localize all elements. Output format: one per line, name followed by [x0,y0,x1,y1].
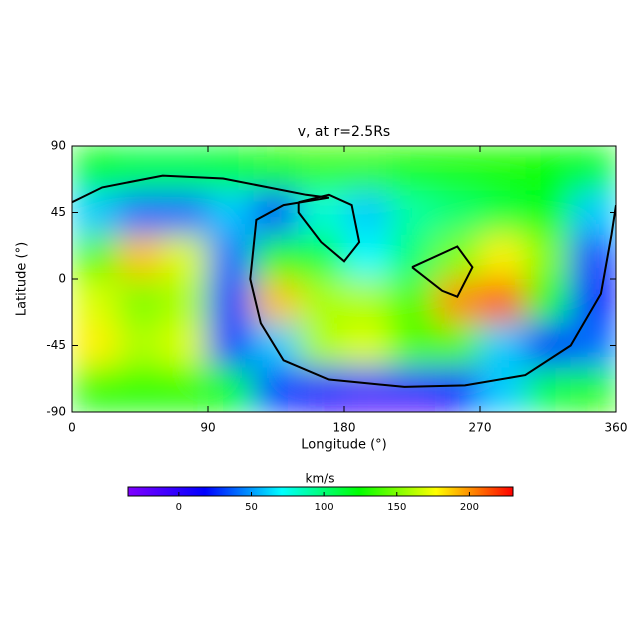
heatmap-cell [480,234,526,280]
heatmap-cell [389,190,436,236]
heatmap-cell [117,323,164,369]
heatmap-cell [344,146,390,191]
chart-title: v, at r=2.5Rs [298,124,390,140]
x-axis-label: Longitude (°) [301,438,386,453]
heatmap-cell [570,323,616,369]
y-tick-label: 0 [58,272,66,286]
heatmap-cell [72,279,118,324]
heatmap-cell [298,146,345,191]
heatmap-cell [434,279,481,324]
heatmap-cell [480,190,526,236]
heatmap-cell [298,323,345,369]
heatmap-cell [389,234,436,280]
heatmap-cell [72,234,118,280]
heatmap-cell [434,367,481,412]
heatmap-cell [72,323,118,369]
heatmap-cell [525,279,572,324]
x-tick-label: 270 [469,421,492,435]
colorbar-tick-label: 50 [245,502,258,513]
heatmap-cell [253,367,300,412]
heatmap-cell [480,367,526,412]
contour-line [411,245,474,298]
heatmap-cell [162,190,209,236]
heatmap-cell [208,190,254,236]
colorbar-label: km/s [306,472,335,486]
heatmap-cell [162,279,209,324]
y-tick-label: -90 [46,405,66,419]
heatmap-cell [208,234,254,280]
heatmap-cell [434,190,481,236]
colorbar-tick-label: 100 [315,502,334,513]
x-tick-label: 180 [333,421,356,435]
y-axis-label: Latitude (°) [15,242,30,316]
heatmap-cell [344,367,390,412]
colorbar-tick-label: 0 [176,502,182,513]
heatmap-cell [525,234,572,280]
colorbar [127,486,514,497]
heatmap-cell [298,279,345,324]
x-tick-label: 90 [200,421,215,435]
heatmap-cell [117,367,164,412]
heatmap-cell [570,279,616,324]
heatmap-cell [570,190,616,236]
contour-line [72,174,616,388]
y-tick-label: 90 [51,139,66,153]
heatmap-cell [570,367,616,412]
heatmap-cell [72,367,118,412]
heatmap-cell [117,279,164,324]
heatmap-cell [253,279,300,324]
heatmap-cell [389,146,436,191]
heatmap-cell [480,146,526,191]
heatmap-cell [434,146,481,191]
heatmap-cell [525,367,572,412]
heatmap-cell [344,234,390,280]
heatmap-cell [525,190,572,236]
heatmap-cell [389,323,436,369]
heatmap-cell [434,323,481,369]
heatmap-cell [162,323,209,369]
heatmap-cell [72,190,118,236]
heatmap-cell [525,323,572,369]
heatmap-cell [570,146,616,191]
heatmap-cell [208,279,254,324]
heatmap-cell [253,190,300,236]
heatmap-cell [208,367,254,412]
heatmap-cell [344,190,390,236]
heatmap-cell [162,234,209,280]
heatmap-cell [253,146,300,191]
heatmap-cell [208,323,254,369]
heatmap-cell [344,279,390,324]
heatmap-cell [162,146,209,191]
colorbar-tick-label: 200 [460,502,479,513]
heatmap-cell [253,234,300,280]
heatmap-cell [72,146,118,191]
heatmap-cell [525,146,572,191]
y-tick-label: 45 [51,205,66,219]
heatmap-cell [253,323,300,369]
heatmap-cell [480,279,526,324]
heatmap-cell [389,367,436,412]
contour-line [297,193,361,263]
heatmap-cell [117,190,164,236]
heatmap-cell [389,279,436,324]
heatmap-cell [162,367,209,412]
heatmap-cell [117,234,164,280]
x-tick-label: 0 [68,421,76,435]
heatmap-cell [298,367,345,412]
heatmap-cell [434,234,481,280]
y-tick-label: -45 [46,338,66,352]
heatmap-cell [480,323,526,369]
colorbar-tick-label: 150 [387,502,406,513]
heatmap-cell [344,323,390,369]
x-tick-label: 360 [605,421,628,435]
